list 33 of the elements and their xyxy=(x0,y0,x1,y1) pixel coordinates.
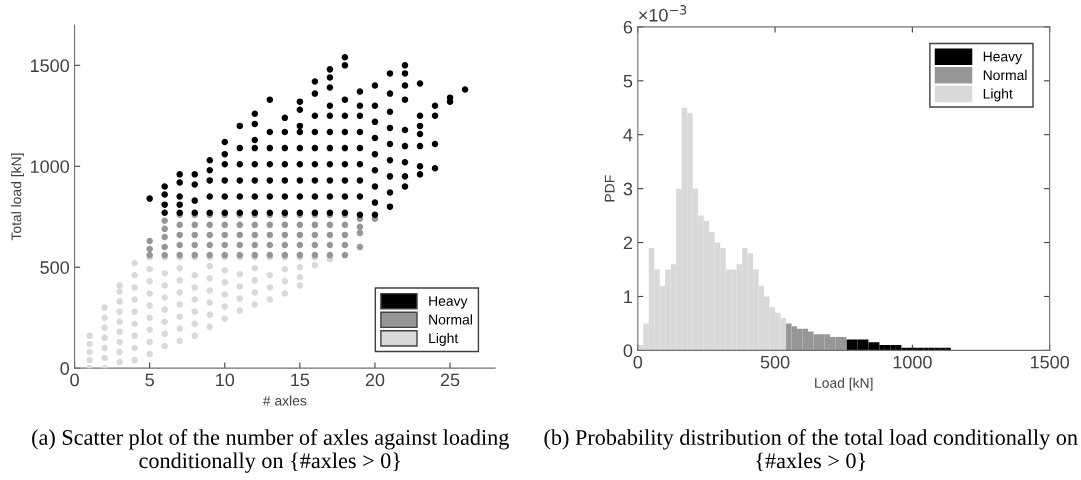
y-tick-label: 500 xyxy=(40,261,70,274)
y-tick-label: 4 xyxy=(623,128,633,142)
y-axis-title: PDF xyxy=(604,175,615,202)
legend-label: Light xyxy=(429,332,459,346)
y-tick-label: 0 xyxy=(623,344,633,358)
x-axis-title: # axles xyxy=(262,395,307,406)
x-tick-label: 500 xyxy=(760,355,790,369)
text: (a) Scatter plot of the number of axles against loading conditionally on {#axles > 0} xyxy=(32,429,509,473)
legend-label: Heavy xyxy=(429,296,468,309)
x-tick-label: 0 xyxy=(633,355,643,369)
y-tick-label: 1 xyxy=(624,290,633,304)
y-tick-label: 3 xyxy=(623,182,633,196)
x-tick-label: 0 xyxy=(70,373,79,387)
text: ×10$^{−3}$ xyxy=(639,5,687,22)
x-tick-label: 25 xyxy=(440,373,460,387)
y-tick-label: 1000 xyxy=(30,160,70,173)
x-tick-label: 15 xyxy=(291,373,310,387)
x-tick-label: 5 xyxy=(145,373,154,387)
y-tick-label: 5 xyxy=(623,74,633,88)
legend-label: Heavy xyxy=(983,51,1023,65)
y-tick-label: 6 xyxy=(623,20,633,34)
y-axis-title: Total load [kN] xyxy=(11,153,25,241)
y-tick-label: 2 xyxy=(623,236,633,250)
text: (b) Probability distribution of the total load conditionally on {#axles > 0} xyxy=(544,429,1078,472)
legend-label: Light xyxy=(983,88,1013,102)
legend-label: Normal xyxy=(983,69,1027,81)
x-axis-title: Load [kN] xyxy=(815,377,873,391)
x-tick-label: 1000 xyxy=(893,355,932,369)
x-tick-label: 1500 xyxy=(1030,355,1070,369)
x-tick-label: 10 xyxy=(216,373,235,387)
legend-label: Normal xyxy=(429,314,472,325)
y-tick-label: 1500 xyxy=(30,59,70,73)
x-tick-label: 20 xyxy=(365,373,385,387)
